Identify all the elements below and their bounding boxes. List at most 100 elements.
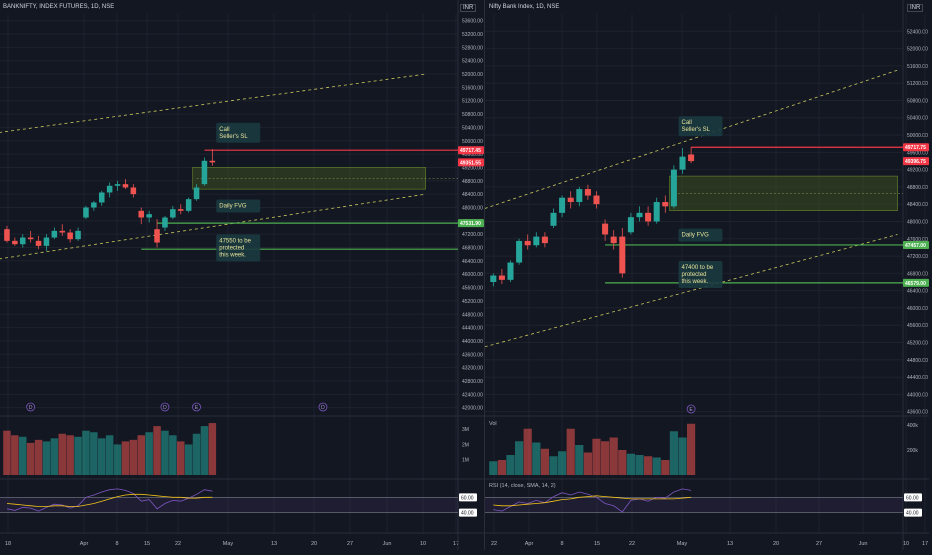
time-tick-label: 13	[271, 541, 277, 547]
price-tick-label: 43600.00	[907, 410, 928, 416]
time-tick-label: 22	[491, 541, 497, 547]
channel-upper-line	[484, 69, 898, 209]
time-tick-label: 15	[594, 541, 600, 547]
price-tick-label: 46800.00	[907, 271, 928, 277]
price-tick-label: 52800.00	[462, 45, 483, 51]
time-tick-label: 22	[629, 541, 635, 547]
time-tick-label: 15	[144, 541, 150, 547]
price-tick-label: 44000.00	[907, 392, 928, 398]
price-label-resistance	[903, 143, 929, 152]
callout-box	[678, 228, 723, 242]
price-tick-label: 43600.00	[462, 352, 483, 358]
price-label-support	[903, 240, 929, 249]
volume-bar	[153, 426, 161, 475]
price-tick-label: 52000.00	[462, 72, 483, 78]
price-tick-label: 51200.00	[907, 81, 928, 87]
price-tick-label: 42800.00	[462, 379, 483, 385]
volume-label: Vol	[489, 421, 497, 427]
candle-body	[98, 192, 105, 203]
event-marker	[318, 402, 328, 412]
channel-lower-line	[484, 234, 898, 348]
event-marker-label: E	[195, 405, 199, 411]
time-tick-label: 18	[5, 541, 11, 547]
price-label-support	[458, 219, 484, 228]
candle-body	[75, 230, 81, 240]
volume-bar	[540, 448, 549, 475]
callout-box	[678, 261, 723, 289]
candle-body	[541, 236, 548, 244]
candle-body	[170, 209, 176, 218]
chart-canvas-right[interactable]: 52400.00 52000.00 51600.00 51200.00 50800.00…	[484, 0, 932, 550]
candle-body	[130, 187, 137, 195]
time-tick-label: 20	[773, 541, 779, 547]
symbol-title[interactable]: Nifty Bank Index, 1D, NSE	[489, 4, 560, 10]
candle-body	[490, 275, 497, 282]
event-marker	[160, 402, 170, 412]
volume-bar	[601, 441, 610, 475]
candle-body	[35, 240, 42, 246]
price-label-support	[903, 278, 929, 287]
chart-pane-banknifty-futures[interactable]: 53600.00 53200.00 52800.00 52400.00 52000.00…	[0, 0, 484, 550]
volume-bar	[19, 436, 27, 475]
volume-bar	[169, 435, 177, 475]
candle-body	[193, 187, 200, 200]
rsi-ma-line	[6, 493, 213, 507]
price-label-resistance	[458, 146, 484, 155]
candle-body	[122, 184, 129, 188]
candle-body	[106, 185, 113, 193]
volume-bar	[549, 456, 558, 475]
candle-body	[524, 240, 531, 246]
rsi-label: RSI (14, close, SMA, 14, 2)	[489, 483, 556, 489]
price-tick-label: 50000.00	[907, 133, 928, 139]
candle-body	[593, 195, 600, 205]
event-marker-label: D	[29, 405, 33, 411]
rsi-level-badge	[904, 493, 922, 502]
callout-text: Daily FVG	[219, 203, 247, 209]
volume-bar	[137, 435, 145, 475]
channel-upper-line	[0, 73, 426, 133]
time-tick-label: 27	[347, 541, 353, 547]
time-tick-label: 20	[311, 541, 317, 547]
candle-body	[19, 237, 26, 245]
currency-badge: INR	[460, 4, 477, 12]
time-tick-label: Apr	[80, 541, 89, 547]
candle-body	[662, 202, 669, 207]
callout-text: 47550 to be	[219, 239, 251, 245]
volume-bar	[82, 430, 90, 475]
volume-bar	[575, 445, 584, 475]
volume-bar	[609, 437, 618, 475]
chart-canvas-left[interactable]: 53600.00 53200.00 52800.00 52400.00 52000.00…	[0, 0, 484, 550]
symbol-title[interactable]: BANKNIFTY, INDEX FUTURES, 1D, NSE	[3, 4, 115, 10]
price-tick-label: 44400.00	[907, 375, 928, 381]
price-tick-label: 51200.00	[462, 99, 483, 105]
volume-tick-label: 2M	[462, 442, 469, 448]
volume-tick-label: 1M	[462, 458, 469, 464]
volume-bar	[532, 442, 541, 475]
callout-text: this week.	[219, 253, 246, 259]
volume-bar	[626, 453, 635, 475]
volume-bar	[583, 452, 592, 475]
candle-body	[146, 214, 152, 218]
price-tick-label: 53600.00	[462, 19, 483, 25]
price-tick-label: 50800.00	[462, 112, 483, 118]
callout-text: 47400 to be	[682, 265, 714, 271]
volume-bar	[687, 423, 696, 475]
price-tick-label: 48400.00	[462, 192, 483, 198]
price-label-text: 46579.00	[905, 281, 926, 287]
volume-bar	[558, 451, 567, 475]
chart-pane-nifty-bank-index[interactable]: 52400.00 52000.00 51600.00 51200.00 50800.00…	[484, 0, 932, 550]
volume-bar	[200, 426, 209, 475]
price-label-text: 49396.75	[905, 159, 926, 165]
candle-body	[584, 189, 591, 196]
volume-bar	[66, 435, 74, 475]
price-tick-label: 42400.00	[462, 392, 483, 398]
price-tick-label: 48800.00	[907, 185, 928, 191]
callout-text: Seller's SL	[682, 127, 711, 133]
rsi-band	[0, 497, 458, 513]
volume-bar	[3, 430, 11, 475]
callout-text: Call	[219, 127, 229, 133]
callout-text: Seller's SL	[219, 134, 248, 140]
rsi-level-label: 60.00	[461, 495, 474, 501]
candle-body	[91, 202, 97, 208]
volume-bar	[74, 436, 82, 475]
